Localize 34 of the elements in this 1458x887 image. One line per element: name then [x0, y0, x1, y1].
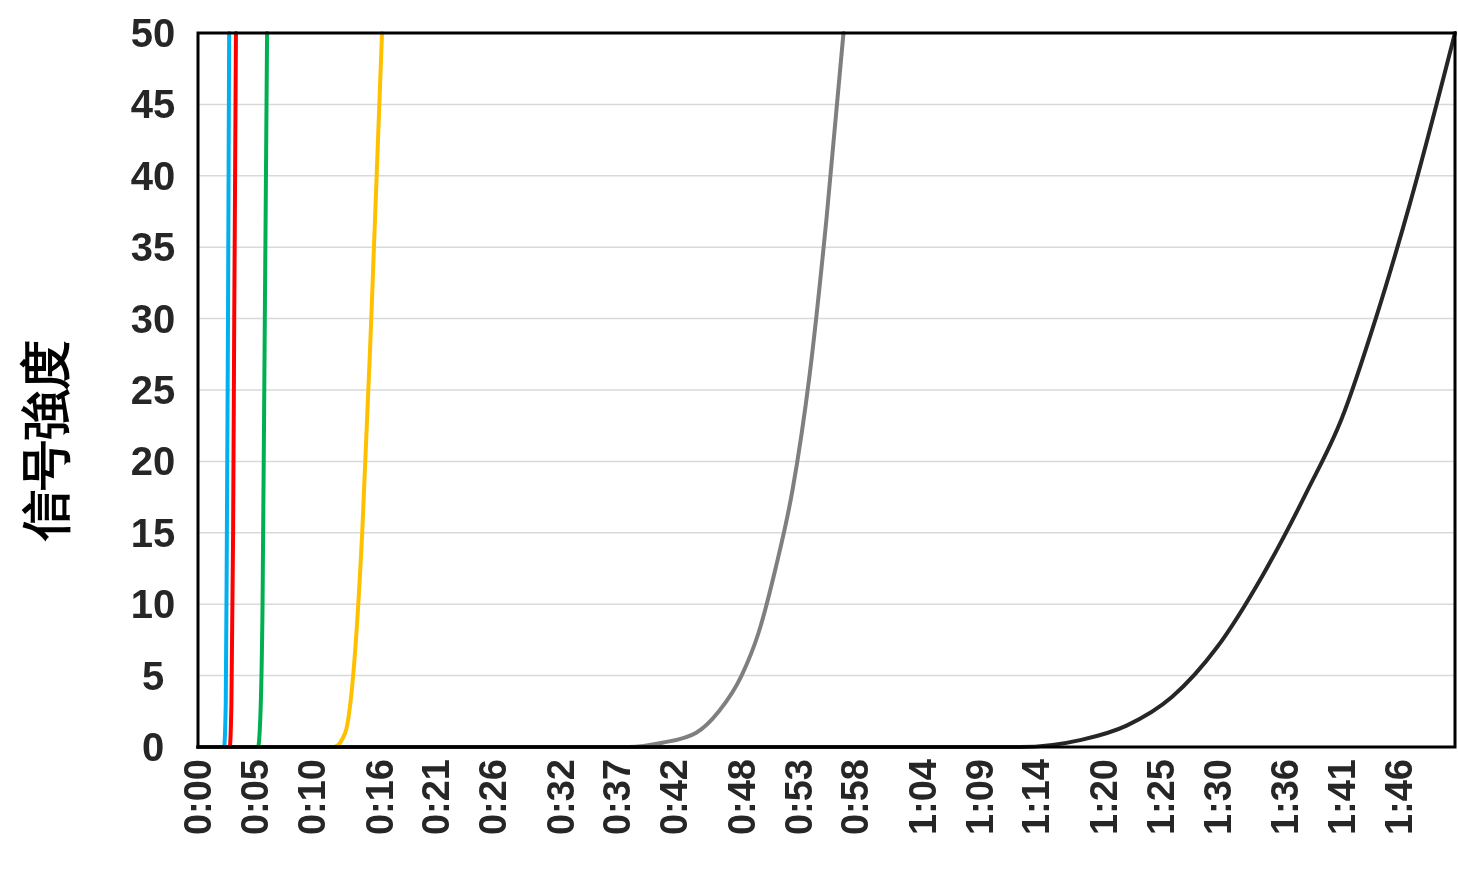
- x-tick-label: 1:20: [1083, 759, 1126, 836]
- x-tick-label: 1:25: [1139, 759, 1182, 836]
- y-tick-label: 35: [130, 225, 176, 270]
- x-tick-label: 1:14: [1015, 759, 1058, 836]
- x-tick-label: 0:58: [834, 759, 877, 836]
- y-tick-label: 5: [141, 653, 165, 698]
- y-tick-label: 20: [130, 439, 176, 484]
- x-tick-label: 1:36: [1264, 759, 1307, 836]
- y-tick-label: 40: [130, 153, 176, 198]
- x-tick-label: 0:10: [290, 759, 333, 836]
- x-tick-label: 0:00: [177, 759, 220, 836]
- x-tick-label: 1:41: [1321, 759, 1364, 836]
- y-tick-label: 45: [130, 82, 176, 127]
- x-tick-label: 0:42: [652, 759, 695, 836]
- y-tick-label: 10: [130, 582, 176, 627]
- y-tick-label: 50: [130, 11, 176, 55]
- y-axis-title: 信号強度: [17, 340, 74, 542]
- x-tick-label: 1:09: [958, 759, 1001, 836]
- x-tick-label: 0:53: [777, 759, 820, 836]
- x-tick-label: 0:16: [358, 759, 401, 836]
- x-tick-label: 0:37: [596, 759, 639, 836]
- x-tick-label: 0:48: [720, 759, 763, 836]
- x-tick-label: 0:32: [539, 759, 582, 836]
- y-tick-label: 15: [130, 510, 176, 555]
- line-series: [196, 31, 1457, 749]
- x-tick-label: 1:30: [1196, 759, 1239, 836]
- x-tick-label: 1:46: [1377, 759, 1420, 836]
- x-tick-label: 0:26: [471, 759, 514, 836]
- x-tick-label: 1:04: [902, 759, 945, 836]
- y-tick-label: 0: [141, 725, 165, 769]
- y-tick-label: 30: [130, 296, 176, 341]
- y-tick-label: 25: [130, 368, 176, 412]
- x-tick-label: 0:21: [415, 759, 458, 836]
- x-tick-label: 0:05: [233, 759, 276, 836]
